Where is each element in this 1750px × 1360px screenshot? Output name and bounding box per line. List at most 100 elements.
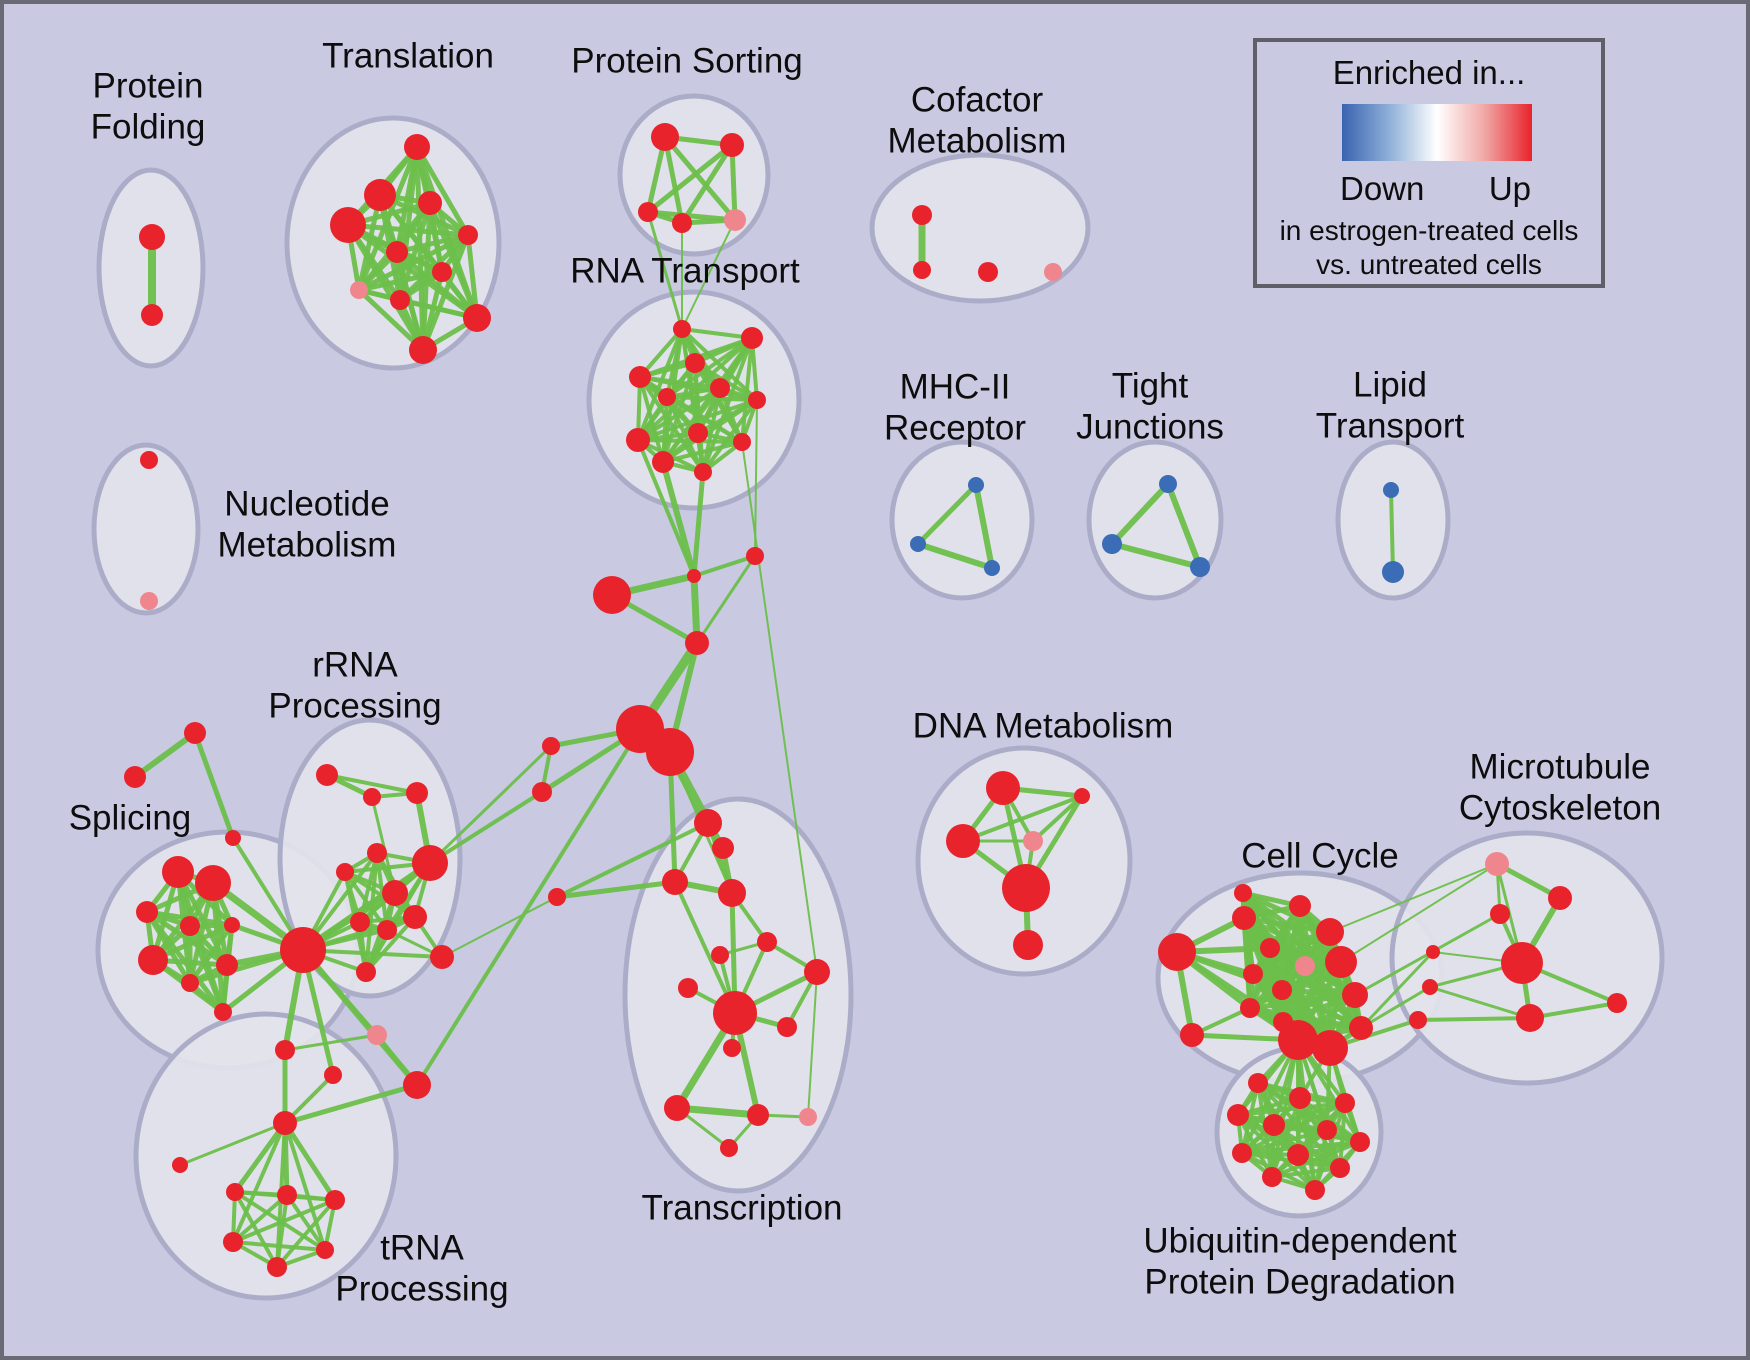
gene-set-node-r7[interactable] <box>412 845 448 881</box>
gene-set-node-cc9[interactable] <box>1316 918 1344 946</box>
gene-set-node-tj2[interactable] <box>1102 534 1122 554</box>
gene-set-node-sp8[interactable] <box>216 954 238 976</box>
gene-set-node-m7[interactable] <box>1516 1004 1544 1032</box>
gene-set-node-x2[interactable] <box>712 837 734 859</box>
gene-set-node-x3[interactable] <box>662 869 688 895</box>
gene-set-node-rt9[interactable] <box>688 423 708 443</box>
gene-set-node-u4[interactable] <box>273 1111 297 1135</box>
gene-set-node-tr5[interactable] <box>458 225 478 245</box>
gene-set-node-cc1[interactable] <box>1158 933 1196 971</box>
gene-set-node-rt11[interactable] <box>652 451 674 473</box>
gene-set-node-pf1[interactable] <box>139 224 165 250</box>
gene-set-node-x4[interactable] <box>718 879 746 907</box>
gene-set-node-nm1[interactable] <box>140 451 158 469</box>
gene-set-node-ub8[interactable] <box>1232 1143 1252 1163</box>
gene-set-node-r11[interactable] <box>430 945 454 969</box>
gene-set-node-x7[interactable] <box>711 946 729 964</box>
gene-set-node-u11[interactable] <box>267 1257 287 1277</box>
gene-set-node-lt2[interactable] <box>1382 561 1404 583</box>
gene-set-node-pf2[interactable] <box>141 304 163 326</box>
gene-set-node-ub1[interactable] <box>1248 1073 1268 1093</box>
gene-set-node-cc14[interactable] <box>1278 1020 1318 1060</box>
gene-set-node-c5[interactable] <box>532 782 552 802</box>
gene-set-node-rt7[interactable] <box>748 391 766 409</box>
gene-set-node-m4[interactable] <box>1501 942 1543 984</box>
gene-set-node-x9[interactable] <box>678 978 698 998</box>
gene-set-node-ub2[interactable] <box>1289 1087 1311 1109</box>
gene-set-node-u6[interactable] <box>226 1183 244 1201</box>
gene-set-node-tr8[interactable] <box>350 281 368 299</box>
gene-set-node-ub3[interactable] <box>1335 1093 1355 1113</box>
gene-set-node-mh3[interactable] <box>984 560 1000 576</box>
gene-set-node-cc7[interactable] <box>1272 980 1292 1000</box>
gene-set-node-m8[interactable] <box>1607 993 1627 1013</box>
gene-set-node-cc10[interactable] <box>1325 946 1357 978</box>
gene-set-node-x16[interactable] <box>720 1139 738 1157</box>
gene-set-node-pk1[interactable] <box>367 1025 387 1045</box>
gene-set-node-tr4[interactable] <box>418 191 442 215</box>
gene-set-node-rt10[interactable] <box>733 433 751 451</box>
gene-set-node-u10[interactable] <box>316 1241 334 1259</box>
gene-set-node-x13[interactable] <box>664 1095 690 1121</box>
gene-set-node-h2[interactable] <box>685 631 709 655</box>
gene-set-node-rt1[interactable] <box>673 320 691 338</box>
gene-set-node-m5[interactable] <box>1426 945 1440 959</box>
gene-set-node-cc2[interactable] <box>1180 1023 1204 1047</box>
gene-set-node-cc15[interactable] <box>1312 1030 1348 1066</box>
gene-set-node-cf4[interactable] <box>1044 263 1062 281</box>
gene-set-node-cc11[interactable] <box>1342 982 1368 1008</box>
gene-set-node-cc17[interactable] <box>1234 884 1252 902</box>
gene-set-node-u8[interactable] <box>325 1190 345 1210</box>
gene-set-node-sp7[interactable] <box>138 945 168 975</box>
gene-set-node-c3[interactable] <box>746 547 764 565</box>
gene-set-node-u2[interactable] <box>324 1066 342 1084</box>
gene-set-node-cf1[interactable] <box>912 205 932 225</box>
gene-set-node-sp4[interactable] <box>180 916 200 936</box>
gene-set-node-r4[interactable] <box>367 843 387 863</box>
gene-set-node-ps1[interactable] <box>651 123 679 151</box>
gene-set-node-cc5[interactable] <box>1260 938 1280 958</box>
gene-set-node-d5[interactable] <box>1002 864 1050 912</box>
gene-set-node-d2[interactable] <box>1074 788 1090 804</box>
gene-set-node-ps5[interactable] <box>724 209 746 231</box>
gene-set-node-x6[interactable] <box>757 932 777 952</box>
gene-set-node-u1[interactable] <box>275 1040 295 1060</box>
gene-set-node-H2[interactable] <box>646 728 694 776</box>
gene-set-node-r10[interactable] <box>377 920 397 940</box>
gene-set-node-r2[interactable] <box>363 788 381 806</box>
gene-set-node-u7[interactable] <box>277 1185 297 1205</box>
gene-set-node-cf2[interactable] <box>913 261 931 279</box>
gene-set-node-rt4[interactable] <box>629 366 651 388</box>
gene-set-node-r8[interactable] <box>403 905 427 929</box>
gene-set-node-tj1[interactable] <box>1159 475 1177 493</box>
gene-set-node-x12[interactable] <box>723 1039 741 1057</box>
gene-set-node-rt2[interactable] <box>741 327 763 349</box>
gene-set-node-cf3[interactable] <box>978 262 998 282</box>
gene-set-node-r12[interactable] <box>356 962 376 982</box>
gene-set-node-c1[interactable] <box>593 576 631 614</box>
gene-set-node-c2[interactable] <box>687 569 701 583</box>
gene-set-node-r1[interactable] <box>316 764 338 786</box>
gene-set-node-x10[interactable] <box>713 991 757 1035</box>
gene-set-node-r5[interactable] <box>336 863 354 881</box>
gene-set-node-c4[interactable] <box>542 737 560 755</box>
gene-set-node-ps4[interactable] <box>672 213 692 233</box>
gene-set-node-u3[interactable] <box>403 1071 431 1099</box>
gene-set-node-x1[interactable] <box>694 809 722 837</box>
gene-set-node-tr6[interactable] <box>386 241 408 263</box>
gene-set-node-nm2[interactable] <box>140 592 158 610</box>
gene-set-node-r9[interactable] <box>350 912 370 932</box>
gene-set-node-lt1[interactable] <box>1383 482 1399 498</box>
gene-set-node-x11[interactable] <box>777 1017 797 1037</box>
gene-set-node-rt5[interactable] <box>710 378 730 398</box>
gene-set-node-cc4[interactable] <box>1289 895 1311 917</box>
gene-set-node-m3[interactable] <box>1490 904 1510 924</box>
gene-set-node-tr1[interactable] <box>404 134 430 160</box>
gene-set-node-tr9[interactable] <box>390 290 410 310</box>
gene-set-node-ub12[interactable] <box>1305 1180 1325 1200</box>
gene-set-node-sp2[interactable] <box>195 865 231 901</box>
gene-set-node-st1[interactable] <box>184 722 206 744</box>
gene-set-node-cc16[interactable] <box>1349 1016 1373 1040</box>
gene-set-node-ub4[interactable] <box>1227 1104 1249 1126</box>
